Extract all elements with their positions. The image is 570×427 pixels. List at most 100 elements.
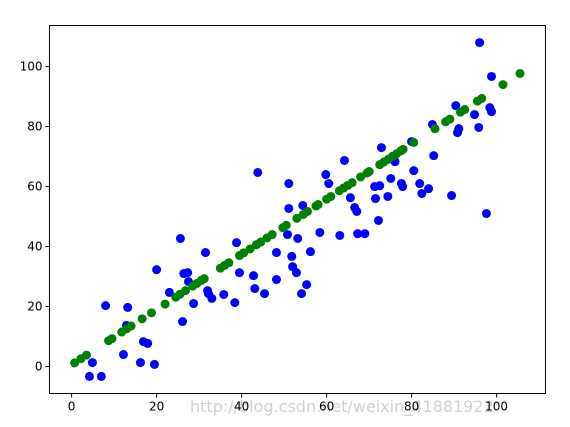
point — [326, 191, 336, 201]
point — [123, 302, 133, 312]
point — [84, 371, 94, 381]
point — [256, 237, 266, 247]
point — [81, 350, 91, 360]
point — [87, 358, 97, 368]
point — [181, 286, 191, 296]
point — [250, 284, 260, 294]
point — [203, 289, 213, 299]
point — [126, 321, 136, 331]
point — [376, 143, 386, 153]
point — [232, 238, 242, 248]
point — [143, 338, 153, 348]
point — [386, 173, 396, 183]
point — [353, 229, 363, 239]
point — [474, 122, 484, 132]
point — [335, 230, 345, 240]
point — [149, 359, 159, 369]
point — [284, 179, 294, 189]
point — [178, 317, 188, 327]
point — [249, 271, 259, 281]
point — [152, 265, 162, 275]
point — [429, 151, 439, 161]
point — [234, 268, 244, 278]
point — [447, 191, 457, 201]
point — [96, 371, 106, 381]
point — [370, 194, 380, 204]
x-tick-label: 100 — [485, 400, 508, 414]
point — [360, 229, 370, 239]
point — [284, 203, 294, 213]
point — [147, 308, 157, 318]
point — [352, 206, 362, 216]
point — [271, 275, 281, 285]
point — [470, 110, 480, 120]
point — [445, 114, 455, 124]
point — [498, 80, 508, 90]
point — [245, 244, 255, 254]
point — [398, 144, 408, 154]
x-tick-label: 0 — [68, 400, 76, 414]
point — [189, 299, 199, 309]
point — [481, 209, 491, 219]
point — [364, 167, 374, 177]
point — [291, 268, 301, 278]
point — [339, 155, 349, 165]
y-tick-label: 60 — [27, 180, 42, 194]
y-tick-label: 0 — [35, 360, 43, 374]
point — [199, 274, 209, 284]
point — [137, 314, 147, 324]
point — [283, 230, 293, 240]
point — [271, 248, 281, 258]
y-tick-label: 40 — [27, 240, 42, 254]
y-tick-label: 80 — [27, 120, 42, 134]
point — [219, 290, 229, 300]
point — [460, 104, 470, 114]
point — [287, 251, 297, 261]
point — [315, 227, 325, 237]
point — [398, 182, 408, 192]
point — [409, 166, 419, 176]
point — [183, 268, 193, 278]
point — [487, 71, 497, 81]
point — [175, 233, 185, 243]
point — [324, 179, 334, 189]
point — [347, 178, 357, 188]
x-tick-label: 60 — [319, 400, 334, 414]
point — [224, 258, 234, 268]
point — [305, 247, 315, 257]
point — [345, 193, 355, 203]
point — [383, 191, 393, 201]
point — [430, 124, 440, 134]
watermark: http://blog.csdn.net/weixin_41881922 — [190, 397, 494, 417]
point — [302, 206, 312, 216]
x-tick-label: 20 — [149, 400, 164, 414]
point — [409, 137, 419, 147]
point — [260, 289, 270, 299]
point — [451, 101, 461, 111]
point — [101, 301, 111, 311]
point — [477, 93, 487, 103]
point — [107, 334, 117, 344]
point — [417, 188, 427, 198]
point — [487, 107, 497, 117]
point — [70, 358, 80, 368]
point — [135, 358, 145, 368]
plot-frame — [49, 25, 546, 394]
point — [302, 280, 312, 290]
point — [253, 167, 263, 177]
x-tick-label: 40 — [234, 400, 249, 414]
point — [297, 289, 307, 299]
y-tick-label: 100 — [20, 60, 43, 74]
point — [164, 287, 174, 297]
point — [313, 200, 323, 210]
point — [321, 170, 331, 180]
point — [230, 298, 240, 308]
point — [375, 181, 385, 191]
point — [200, 248, 210, 258]
point — [475, 38, 485, 48]
point — [453, 128, 463, 138]
point — [515, 68, 525, 78]
point — [415, 179, 425, 189]
point — [267, 230, 277, 240]
